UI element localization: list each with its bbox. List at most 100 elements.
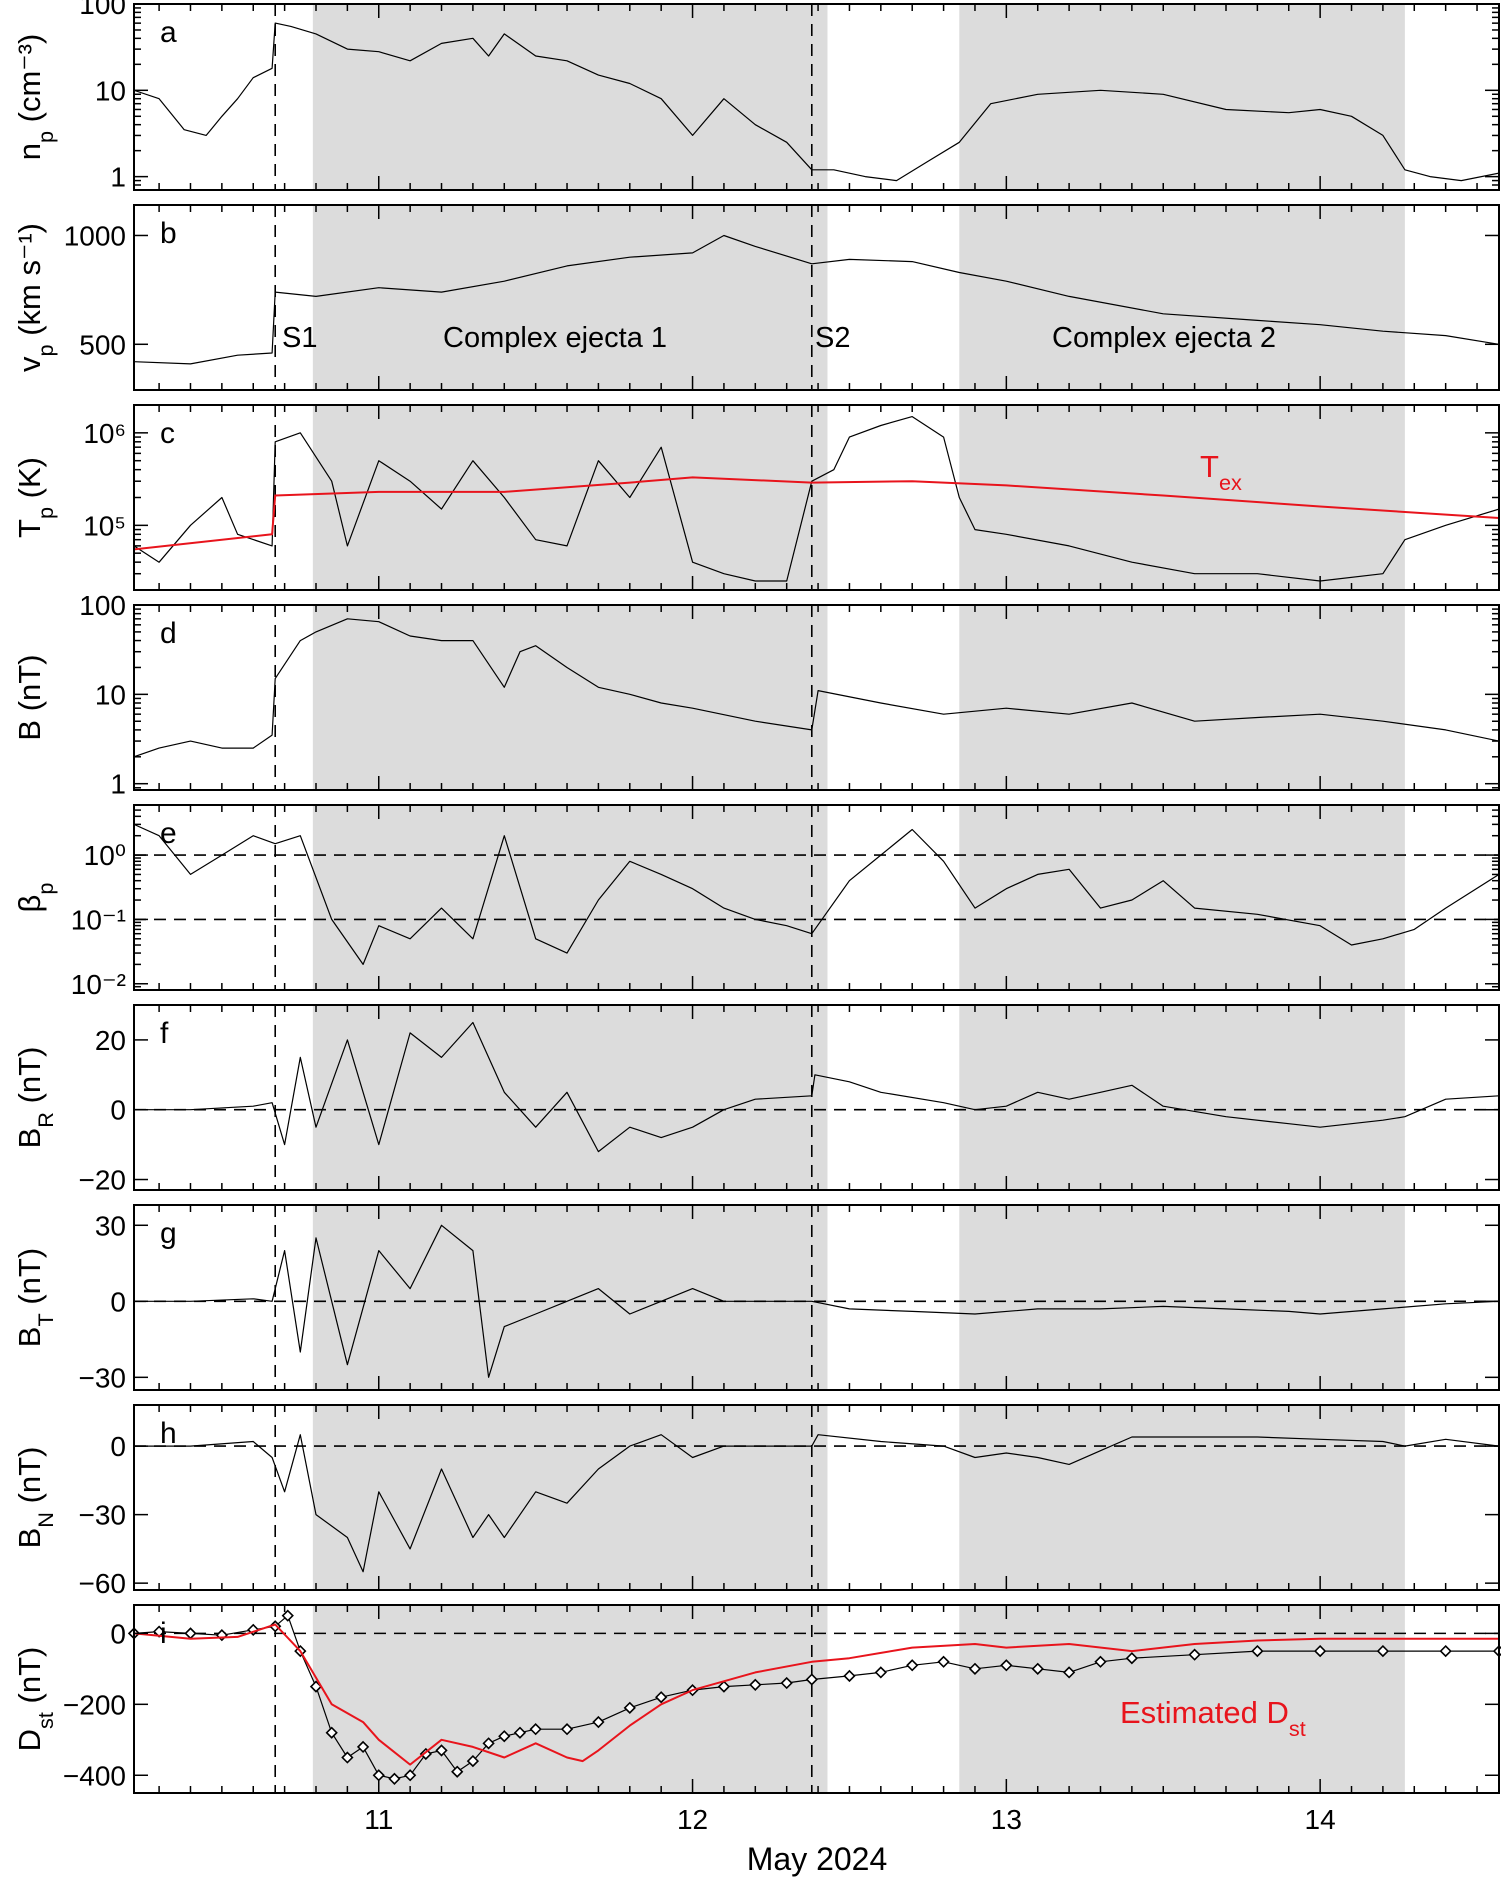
dst-point — [184, 1627, 197, 1640]
series-h-trace — [134, 1434, 1499, 1573]
ejecta-shade-1 — [312, 405, 828, 590]
dst-point — [592, 1715, 605, 1729]
ejecta-shade-2 — [959, 1605, 1405, 1793]
x-tick-label: 13 — [991, 1804, 1022, 1835]
dst-point — [874, 1666, 887, 1679]
y-tick-label: −20 — [79, 1165, 127, 1196]
series-c-t-ex — [134, 476, 1499, 551]
series-i-estimated-dst — [134, 1623, 1499, 1766]
y-tick-label: 10⁻² — [71, 969, 126, 1000]
dst-point — [325, 1726, 338, 1739]
ejecta-shade-1 — [312, 1605, 828, 1793]
dst-point — [1439, 1644, 1452, 1658]
estimated-dst-label: Estimated Dst — [1120, 1695, 1306, 1741]
panel-letter-i: i — [160, 1617, 167, 1650]
panel-frame — [133, 804, 1500, 991]
dst-point — [341, 1751, 354, 1764]
panel-letter-g: g — [160, 1217, 177, 1250]
y-axis-label-b: vp (km s⁻¹) — [12, 223, 58, 372]
annotation-s1: S1 — [282, 322, 317, 354]
y-tick-label: 10⁰ — [84, 840, 126, 871]
y-tick-label: 10⁵ — [83, 510, 126, 541]
x-tick-label: 11 — [364, 1804, 393, 1835]
y-tick-label: 10⁻¹ — [71, 904, 126, 935]
ejecta-shade-1 — [312, 205, 828, 390]
panel-b: 500 1000 b vp (km s⁻¹) S1 Complex ejecta 1 S2 C… — [12, 204, 1500, 391]
y-axis-label-g: BT (nT) — [12, 1248, 58, 1347]
ejecta-shade-1 — [312, 605, 828, 790]
series-a-trace — [134, 22, 1499, 182]
ejecta-shade-2 — [959, 1005, 1405, 1190]
series-e-trace — [134, 823, 1499, 966]
panel-letter-b: b — [160, 217, 177, 250]
panel-frame — [133, 1004, 1500, 1191]
tex-label: Tex — [1200, 449, 1242, 495]
panel-h: −60 −30 0 h BN (nT) — [12, 1404, 1500, 1599]
dst-point — [356, 1740, 370, 1754]
y-axis-label-d: B (nT) — [12, 654, 47, 740]
panel-frame — [133, 604, 1500, 791]
dst-point — [1314, 1644, 1327, 1658]
panel-e: 10⁻² 10⁻¹ 10⁰ e βp — [12, 804, 1500, 1000]
panel-frame — [133, 1404, 1500, 1591]
y-tick-label: −400 — [63, 1760, 126, 1791]
y-tick-label: −60 — [79, 1568, 127, 1599]
dst-point — [717, 1680, 731, 1693]
ejecta-shade-1 — [312, 1205, 828, 1390]
dst-point — [529, 1723, 542, 1736]
y-tick-label: 0 — [110, 1286, 126, 1317]
ejecta-shade-2 — [959, 4, 1405, 190]
dst-point — [281, 1609, 294, 1622]
ejecta-shade-2 — [959, 1205, 1405, 1390]
y-tick-label: 500 — [79, 329, 126, 360]
x-axis-label: May 2024 — [747, 1841, 888, 1877]
dst-point — [1062, 1666, 1076, 1679]
series-d-trace — [134, 618, 1499, 758]
panel-g: −30 0 30 g BT (nT) — [12, 1204, 1500, 1393]
ejecta-shade-2 — [959, 205, 1405, 390]
ejecta-shade-1 — [312, 805, 828, 990]
panel-frame — [133, 3, 1500, 191]
dst-point — [1251, 1644, 1264, 1658]
dst-point — [498, 1730, 511, 1743]
panel-letter-e: e — [160, 817, 177, 850]
y-tick-label: 30 — [95, 1210, 126, 1241]
dst-point — [805, 1673, 818, 1686]
dst-point — [749, 1678, 762, 1691]
y-tick-label: 1000 — [64, 220, 126, 251]
annotation-ejecta1: Complex ejecta 1 — [443, 322, 667, 354]
y-tick-label: 1 — [110, 769, 126, 800]
dst-point — [906, 1659, 919, 1672]
panel-a: 1 10 100 a np (cm⁻³) — [12, 0, 1500, 193]
dst-point — [388, 1772, 401, 1785]
y-tick-label: 1 — [110, 162, 126, 193]
y-axis-label-h: BN (nT) — [12, 1447, 58, 1549]
y-tick-label: −200 — [63, 1689, 126, 1720]
panel-letter-c: c — [160, 417, 175, 450]
y-axis-label-f: BR (nT) — [12, 1047, 58, 1149]
panel-letter-d: d — [160, 617, 177, 650]
y-tick-label: 100 — [79, 0, 126, 20]
y-tick-label: 0 — [110, 1431, 126, 1462]
dst-point — [623, 1701, 636, 1714]
series-g-trace — [134, 1224, 1499, 1378]
annotation-ejecta2: Complex ejecta 2 — [1052, 322, 1276, 354]
dst-point — [1376, 1644, 1390, 1658]
y-tick-label: −30 — [79, 1362, 127, 1393]
dst-point — [404, 1769, 417, 1782]
y-axis-label-e: βp — [12, 883, 58, 913]
panel-d: 1 10 100 d B (nT) — [12, 590, 1500, 800]
panel-letter-f: f — [160, 1017, 169, 1050]
y-tick-label: 20 — [95, 1025, 126, 1056]
ejecta-shade-1 — [312, 4, 828, 190]
y-axis-label-a: np (cm⁻³) — [12, 34, 58, 161]
y-tick-label: 10 — [95, 75, 126, 106]
dst-point — [1125, 1652, 1138, 1665]
dst-point — [451, 1765, 464, 1778]
y-axis-label-i: Dst (nT) — [12, 1647, 58, 1752]
dst-point — [937, 1655, 950, 1668]
dst-point — [513, 1726, 527, 1739]
panel-c: 10⁵ 10⁶ c Tp (K) Tex — [12, 404, 1500, 591]
x-tick-label: 14 — [1305, 1804, 1336, 1835]
